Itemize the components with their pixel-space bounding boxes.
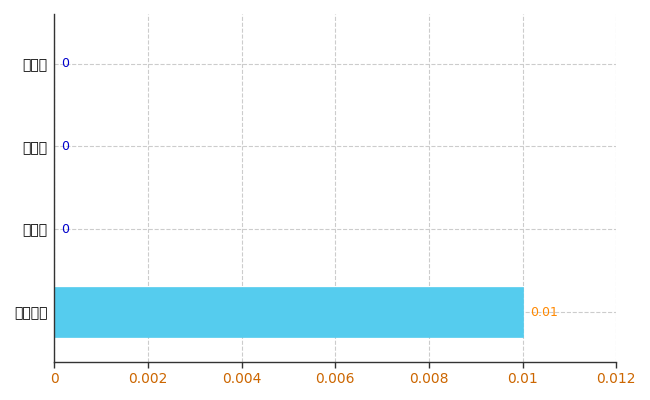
Bar — [55, 287, 523, 337]
Text: 0.01: 0.01 — [530, 306, 558, 318]
Text: 0: 0 — [61, 57, 70, 70]
Text: 0: 0 — [61, 223, 70, 236]
Text: 0: 0 — [61, 140, 70, 153]
